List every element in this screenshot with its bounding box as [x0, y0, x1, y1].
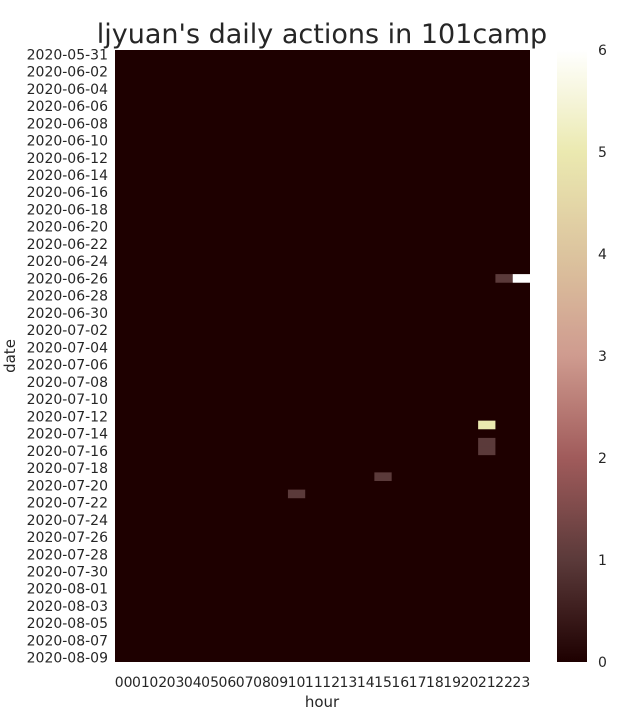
x-tick-label: 01: [132, 675, 150, 691]
chart-title: ljyuan's daily actions in 101camp: [97, 19, 547, 50]
heatmap-cell: [287, 489, 306, 499]
x-axis-label: hour: [305, 693, 340, 711]
y-tick-label: 2020-07-18: [27, 461, 108, 477]
heatmap-cell: [374, 472, 392, 481]
y-tick-label: 2020-07-10: [27, 392, 108, 408]
x-tick-label: 12: [322, 675, 340, 691]
x-tick-label: 06: [218, 675, 236, 691]
x-tick-label: 09: [270, 675, 288, 691]
y-tick-label: 2020-06-12: [27, 151, 108, 167]
colorbar-tick-label: 5: [598, 145, 607, 161]
y-tick-label: 2020-07-12: [27, 409, 108, 425]
x-tick-label: 10: [288, 675, 306, 691]
y-tick-label: 2020-06-28: [27, 289, 108, 305]
y-tick-label: 2020-07-14: [27, 427, 108, 443]
x-tick-label: 11: [305, 675, 323, 691]
heatmap-cell: [512, 274, 530, 283]
y-tick-label: 2020-07-26: [27, 530, 108, 546]
y-tick-label: 2020-07-16: [27, 444, 108, 460]
heatmap-background: [115, 50, 530, 662]
y-tick-label: 2020-06-04: [27, 82, 108, 98]
y-tick-label: 2020-08-09: [27, 651, 108, 667]
colorbar-tick-label: 4: [598, 247, 607, 263]
x-tick-label: 22: [495, 675, 513, 691]
heatmap-cell: [478, 446, 496, 456]
y-tick-label: 2020-08-07: [27, 633, 108, 649]
heatmap-cells: [115, 50, 530, 662]
colorbar-tick-label: 3: [598, 349, 607, 365]
x-tick-label: 21: [478, 675, 496, 691]
colorbar-tick-label: 1: [598, 553, 607, 569]
y-tick-label: 2020-06-16: [27, 185, 108, 201]
x-tick-label: 03: [167, 675, 185, 691]
y-tick-label: 2020-07-04: [27, 340, 108, 356]
y-tick-label: 2020-06-02: [27, 65, 108, 81]
y-tick-label: 2020-08-01: [27, 582, 108, 598]
x-tick-label: 20: [461, 675, 479, 691]
x-tick-label: 19: [443, 675, 461, 691]
y-tick-label: 2020-06-06: [27, 99, 108, 115]
heatmap-cell: [478, 420, 496, 430]
y-tick-label: 2020-06-22: [27, 237, 108, 253]
y-tick-label: 2020-06-30: [27, 306, 108, 322]
x-tick-label: 15: [374, 675, 392, 691]
y-tick-label: 2020-05-31: [27, 47, 108, 63]
x-tick-label: 14: [357, 675, 375, 691]
x-tick-label: 00: [115, 675, 133, 691]
y-tick-label: 2020-06-14: [27, 168, 108, 184]
colorbar-ticks: 0 1 2 3 4 5 6: [598, 43, 607, 671]
y-tick-label: 2020-06-24: [27, 254, 108, 270]
y-tick-label: 2020-07-08: [27, 375, 108, 391]
y-tick-label: 2020-07-28: [27, 547, 108, 563]
y-tick-label: 2020-06-20: [27, 220, 108, 236]
y-axis-label: date: [1, 339, 19, 373]
y-tick-label: 2020-06-10: [27, 134, 108, 150]
y-tick-labels: 2020-05-31 2020-06-022020-06-042020-06-06…: [27, 47, 108, 666]
x-tick-label: 23: [512, 675, 530, 691]
y-tick-label: 2020-07-24: [27, 513, 108, 529]
y-tick-label: 2020-07-22: [27, 496, 108, 512]
y-tick-label: 2020-06-08: [27, 116, 108, 132]
x-tick-label: 18: [426, 675, 444, 691]
colorbar: [557, 50, 587, 662]
y-tick-label: 2020-06-18: [27, 202, 108, 218]
y-tick-label: 2020-07-20: [27, 478, 108, 494]
y-tick-label: 2020-07-30: [27, 564, 108, 580]
x-tick-label: 04: [184, 675, 202, 691]
x-tick-label: 08: [253, 675, 271, 691]
x-tick-label: 16: [391, 675, 409, 691]
x-tick-label: 13: [340, 675, 358, 691]
y-tick-label: 2020-07-06: [27, 358, 108, 374]
x-tick-label: 07: [236, 675, 254, 691]
colorbar-tick-label: 0: [598, 655, 607, 671]
y-tick-label: 2020-06-26: [27, 271, 108, 287]
x-tick-label: 17: [409, 675, 427, 691]
y-tick-label: 2020-08-05: [27, 616, 108, 632]
heatmap-cell: [495, 274, 513, 283]
y-tick-label: 2020-07-02: [27, 323, 108, 339]
x-tick-label: 05: [201, 675, 219, 691]
colorbar-tick-label: 6: [598, 43, 607, 59]
x-tick-labels: 00 01 02 03 04 05 06 07 08 09 10 11 12 13 14 15 16 17 18 19…: [115, 675, 531, 691]
x-tick-label: 02: [149, 675, 167, 691]
heatmap-cell: [478, 437, 496, 447]
y-tick-label: 2020-08-03: [27, 599, 108, 615]
colorbar-tick-label: 2: [598, 451, 607, 467]
